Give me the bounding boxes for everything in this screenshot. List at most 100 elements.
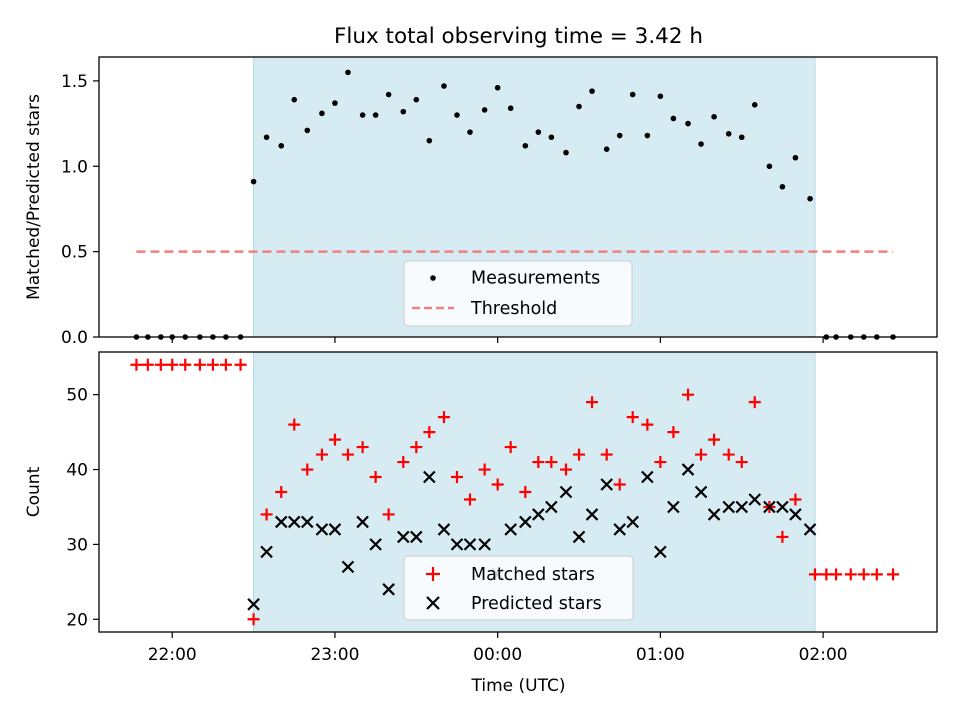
- measurement-point: [698, 141, 704, 147]
- matched-star-point: [288, 418, 301, 431]
- ratio-panel: 0.0 0.5 1.0 1.5 Matched/Predicted stars Mea…: [24, 56, 938, 348]
- measurement-point: [372, 112, 379, 118]
- predicted-star-point: [559, 485, 573, 499]
- chart-title: Flux total observing time = 3.42 h: [334, 24, 703, 49]
- predicted-star-point: [504, 523, 517, 536]
- matched-star-point: [341, 448, 354, 461]
- predicted-star-point: [423, 470, 436, 484]
- matched-star-point: [870, 568, 883, 581]
- predicted-star-point: [382, 583, 395, 596]
- predicted-star-point: [763, 500, 776, 514]
- measurement-point: [751, 102, 758, 108]
- predicted-star-point: [369, 538, 382, 551]
- predicted-star-point: [287, 515, 301, 529]
- predicted-star-point: [748, 493, 762, 506]
- measurement-point: [807, 195, 813, 202]
- matched-star-point: [315, 448, 328, 461]
- legend-predicted-marker: [426, 596, 440, 610]
- ratio-ytick-label: 0.5: [61, 243, 88, 263]
- measurement-point: [413, 96, 420, 103]
- matched-star-point: [193, 358, 206, 371]
- predicted-star-point: [410, 530, 423, 544]
- legend-threshold-label: Threshold: [470, 299, 557, 319]
- matched-star-point: [667, 426, 680, 439]
- matched-star-point: [301, 463, 314, 476]
- predicted-star-point: [397, 530, 410, 544]
- measurement-point: [481, 107, 488, 113]
- measurement-point: [616, 132, 623, 139]
- legend-measurements-label: Measurements: [471, 269, 600, 289]
- matched-star-point: [641, 418, 654, 431]
- count-legend-box: [403, 555, 634, 621]
- ratio-y-label: Matched/Predicted stars: [24, 94, 44, 300]
- measurement-point: [563, 149, 569, 156]
- predicted-star-point: [341, 560, 355, 574]
- measurement-point: [494, 84, 501, 91]
- measurement-point: [332, 100, 338, 106]
- predicted-star-point: [585, 508, 599, 521]
- predicted-star-point: [478, 538, 491, 551]
- measurement-point: [766, 163, 773, 170]
- measurement-points: [133, 69, 896, 340]
- measurement-point: [535, 129, 542, 135]
- matched-star-point: [141, 358, 154, 371]
- measurement-point: [548, 134, 555, 141]
- matched-star-point: [735, 456, 748, 469]
- matched-star-point: [600, 448, 613, 461]
- count-ticks: 20 30 40 50 22:00 23:00 00:00 01:00 02:00: [66, 386, 847, 665]
- measurement-point: [629, 91, 636, 98]
- measurement-point: [725, 131, 732, 137]
- matched-star-point: [844, 568, 857, 581]
- matched-star-point: [450, 471, 463, 484]
- legend-matched-label: Matched stars: [471, 565, 595, 585]
- predicted-star-point: [519, 515, 532, 529]
- ratio-axes-frame: [98, 56, 938, 338]
- predicted-star-point: [545, 500, 558, 514]
- matched-star-point: [423, 426, 436, 439]
- measurement-point: [400, 108, 407, 115]
- count-xtick-label: 01:00: [636, 645, 685, 665]
- count-ytick-label: 40: [66, 461, 88, 481]
- predicted-star-point: [707, 508, 721, 521]
- matched-star-point: [463, 493, 476, 506]
- matched-star-point: [130, 358, 143, 371]
- measurement-point: [304, 127, 311, 134]
- measurement-point: [441, 83, 447, 89]
- matched-star-point: [260, 508, 273, 521]
- measurement-point: [670, 115, 677, 122]
- predicted-star-point: [315, 523, 329, 536]
- measurement-point: [522, 142, 529, 149]
- measurement-point: [792, 154, 799, 161]
- predicted-star-point: [450, 538, 464, 551]
- matched-star-point: [154, 358, 167, 371]
- predicted-star-point: [654, 545, 667, 559]
- matched-star-point: [356, 441, 369, 454]
- ratio-ytick-label: 1.5: [61, 72, 88, 92]
- measurement-point: [779, 183, 786, 190]
- predicted-star-point: [260, 545, 273, 559]
- matched-star-point: [830, 568, 843, 581]
- measurement-point: [319, 110, 325, 117]
- count-y-label: Count: [24, 466, 44, 517]
- ratio-legend-box: [403, 260, 633, 327]
- ratio-ytick-label: 0.0: [61, 328, 88, 348]
- matched-star-point: [613, 478, 626, 491]
- predicted-star-point: [776, 500, 789, 514]
- predicted-star-point: [247, 598, 260, 611]
- measurement-point: [263, 134, 270, 141]
- measurement-point: [644, 132, 651, 139]
- matched-star-point: [532, 456, 545, 469]
- measurement-point: [507, 105, 514, 112]
- count-xtick-label: 23:00: [310, 645, 359, 665]
- matched-star-point: [722, 448, 735, 461]
- measurement-point: [250, 178, 257, 185]
- predicted-star-point: [803, 523, 817, 536]
- matched-star-point: [437, 411, 450, 424]
- predicted-star-point: [735, 500, 749, 514]
- matched-star-point: [708, 433, 721, 446]
- count-ytick-label: 30: [66, 535, 88, 555]
- predicted-star-point: [356, 515, 369, 529]
- matched-star-point: [504, 441, 517, 454]
